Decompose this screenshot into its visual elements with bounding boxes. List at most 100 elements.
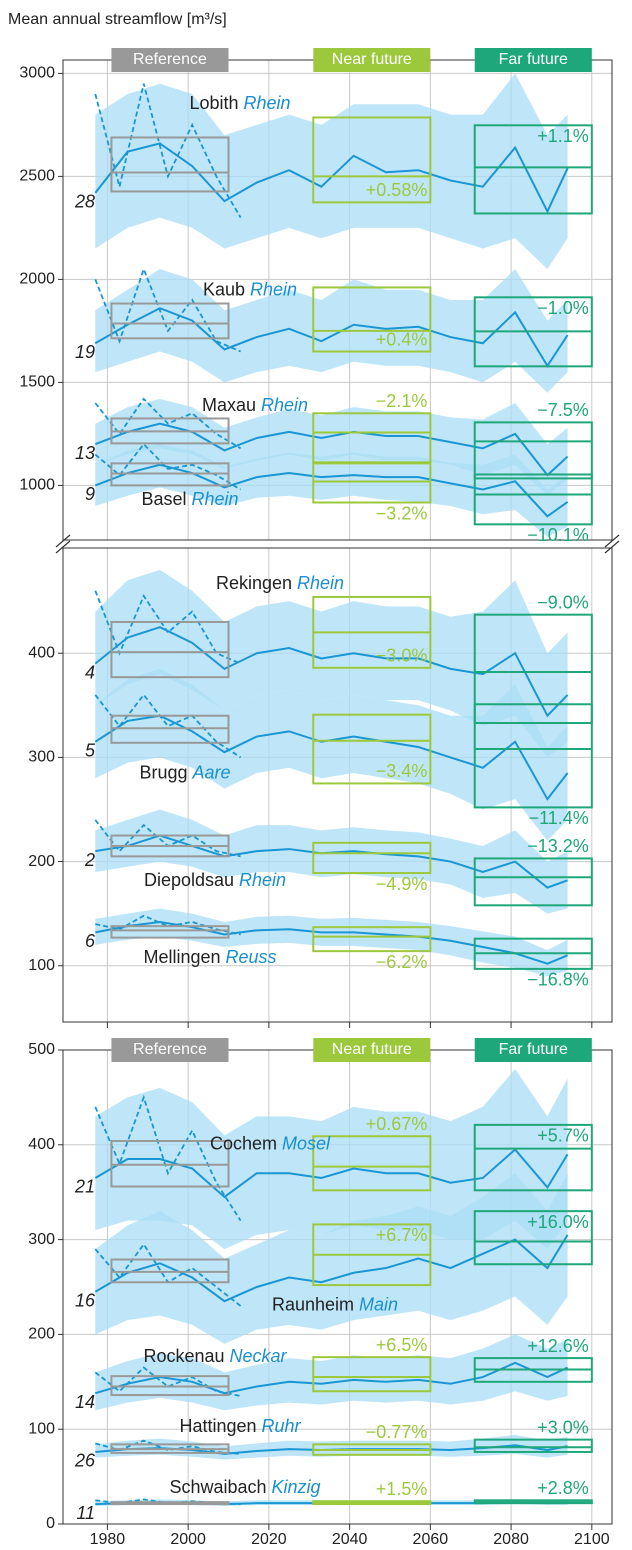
y-tick-label: 500 bbox=[28, 1041, 55, 1058]
station-name: Cochem bbox=[210, 1133, 277, 1153]
period-box bbox=[312, 926, 432, 953]
period-header bbox=[474, 48, 592, 72]
uncertainty-band bbox=[95, 569, 568, 758]
change-label: +12.6% bbox=[527, 1336, 589, 1356]
uncertainty-band bbox=[95, 1068, 568, 1250]
river-name: Rhein bbox=[239, 870, 286, 890]
river-name: Reuss bbox=[226, 947, 277, 967]
change-label: −10.1% bbox=[527, 525, 589, 545]
simulated-line bbox=[94, 1234, 569, 1303]
station-id: 19 bbox=[75, 342, 95, 362]
change-label: +0.4% bbox=[376, 329, 428, 349]
station-id: 6 bbox=[85, 931, 96, 951]
period-box bbox=[473, 857, 593, 907]
station-id: 14 bbox=[75, 1392, 95, 1412]
period-box bbox=[312, 412, 432, 464]
x-tick-label: 2080 bbox=[493, 1531, 529, 1548]
observed-line bbox=[94, 266, 241, 353]
axis-break bbox=[55, 534, 620, 554]
y-tick-label: 0 bbox=[46, 1515, 55, 1532]
period-label: Near future bbox=[332, 51, 412, 68]
station-id: 11 bbox=[76, 1503, 95, 1523]
station-id: 16 bbox=[75, 1290, 96, 1310]
period-box bbox=[312, 462, 432, 504]
station-label: Kaub Rhein bbox=[203, 279, 297, 299]
change-label: −0.77% bbox=[366, 1422, 428, 1442]
simulated-line bbox=[94, 463, 569, 518]
x-tick-label: 2000 bbox=[170, 1531, 206, 1548]
station-name: Lobith bbox=[189, 93, 238, 113]
uncertainty-band bbox=[95, 809, 568, 914]
change-label: +6.5% bbox=[376, 1335, 428, 1355]
change-label: +16.0% bbox=[527, 1212, 589, 1232]
change-label: −16.8% bbox=[527, 970, 589, 990]
chart-title: Mean annual streamflow [m³/s] bbox=[8, 11, 227, 28]
river-name: Neckar bbox=[230, 1346, 288, 1366]
period-box bbox=[312, 841, 432, 875]
period-box bbox=[473, 124, 593, 215]
period-header bbox=[111, 48, 229, 72]
station-label: Basel Rhein bbox=[141, 489, 238, 509]
period-box bbox=[473, 1123, 593, 1192]
station-label: Mellingen Reuss bbox=[143, 947, 276, 967]
change-label: +1.5% bbox=[376, 1479, 428, 1499]
river-name: Rhein bbox=[297, 573, 344, 593]
change-label: +0.67% bbox=[366, 1114, 428, 1134]
y-tick-label: 400 bbox=[28, 1136, 55, 1153]
station-name: Brugg bbox=[139, 762, 187, 782]
station-name: Raunheim bbox=[272, 1294, 354, 1314]
station-label: Diepoldsau Rhein bbox=[144, 870, 286, 890]
period-label: Reference bbox=[133, 1041, 207, 1058]
change-label: −1.0% bbox=[537, 298, 589, 318]
river-name: Kinzig bbox=[272, 1477, 321, 1497]
period-label: Near future bbox=[332, 1041, 412, 1058]
uncertainty-band bbox=[95, 1173, 568, 1344]
station-id: 2 bbox=[84, 850, 95, 870]
station-name: Rockenau bbox=[143, 1346, 224, 1366]
period-label: Far future bbox=[499, 51, 568, 68]
period-box bbox=[312, 1356, 432, 1393]
station-id: 13 bbox=[75, 443, 95, 463]
change-label: +3.0% bbox=[537, 1417, 589, 1437]
x-tick-label: 1980 bbox=[90, 1531, 126, 1548]
y-tick-label: 2500 bbox=[19, 168, 55, 185]
change-label: −3.4% bbox=[376, 761, 428, 781]
period-box bbox=[473, 1438, 593, 1453]
station-id: 9 bbox=[85, 484, 95, 504]
x-tick-label: 2100 bbox=[574, 1531, 610, 1548]
period-label: Far future bbox=[499, 1041, 568, 1058]
change-label: +6.7% bbox=[376, 1225, 428, 1245]
period-box bbox=[312, 1135, 432, 1192]
simulated-line bbox=[94, 626, 569, 718]
y-tick-label: 1000 bbox=[19, 477, 55, 494]
station-name: Maxau bbox=[202, 395, 256, 415]
station-name: Schwaibach bbox=[169, 1477, 266, 1497]
period-box bbox=[473, 421, 593, 480]
station-id: 28 bbox=[74, 192, 95, 212]
station-label: Rekingen Rhein bbox=[216, 573, 344, 593]
river-name: Rhein bbox=[250, 279, 297, 299]
station-label: Cochem Mosel bbox=[210, 1133, 331, 1153]
change-label: −4.9% bbox=[376, 874, 428, 894]
change-label: −11.4% bbox=[529, 808, 589, 828]
y-tick-label: 1500 bbox=[19, 374, 55, 391]
change-label: −3.2% bbox=[376, 503, 428, 523]
change-label: −2.1% bbox=[376, 391, 428, 411]
simulated-line bbox=[95, 920, 568, 965]
period-header bbox=[111, 1038, 229, 1062]
station-label: Maxau Rhein bbox=[202, 395, 308, 415]
period-box bbox=[312, 116, 432, 204]
uncertainty-band bbox=[95, 668, 568, 841]
observed-line bbox=[95, 914, 241, 936]
x-tick-label: 2020 bbox=[251, 1531, 287, 1548]
period-label: Reference bbox=[133, 51, 207, 68]
change-label: −13.2% bbox=[527, 836, 589, 856]
plot-frame bbox=[62, 547, 613, 1023]
period-box bbox=[110, 136, 230, 193]
station-name: Mellingen bbox=[143, 947, 220, 967]
change-label: +5.7% bbox=[537, 1126, 589, 1146]
period-header bbox=[474, 1038, 592, 1062]
change-label: +0.58% bbox=[366, 180, 428, 200]
uncertainty-band bbox=[95, 73, 568, 270]
